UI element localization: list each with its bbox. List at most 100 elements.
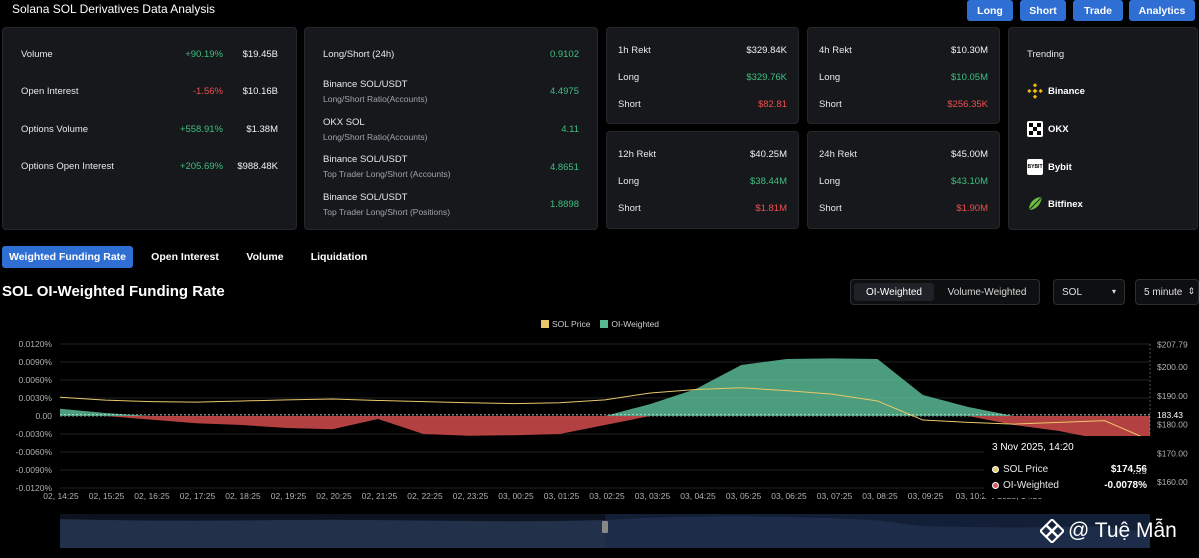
tooltip-date: 3 Nov 2025, 14:20 <box>992 442 1074 453</box>
tab-open-interest[interactable]: Open Interest <box>151 251 219 263</box>
trending-label: OKX <box>1048 123 1069 135</box>
tooltip-oi-value: -0.0078% <box>1104 480 1147 491</box>
stat-value: $10.16B <box>242 86 278 97</box>
rekt-card-24h: 24h Rekt $45.00M Long $43.10M Short $1.9… <box>807 131 1000 229</box>
rekt-short: $256.35K <box>947 99 988 110</box>
x-tick-label: 03, 08:25 <box>862 491 898 501</box>
rekt-total: $40.25M <box>750 149 787 160</box>
legend-item-price[interactable]: SOL Price <box>541 319 590 329</box>
rekt-short-label: Short <box>819 99 842 110</box>
rekt-card-12h: 12h Rekt $40.25M Long $38.44M Short $1.8… <box>606 131 799 229</box>
y-left-tick-label: -0.0120% <box>16 483 53 493</box>
stat-value: $988.48K <box>237 161 278 172</box>
rekt-total: $10.30M <box>951 45 988 56</box>
stat-change: +90.19% <box>185 49 223 60</box>
y-left-tick-label: 0.0060% <box>18 375 52 385</box>
y-left-tick-label: 0.0030% <box>18 393 52 403</box>
trending-item-okx[interactable]: OKX <box>1027 121 1069 137</box>
short-button[interactable]: Short <box>1020 0 1066 21</box>
rekt-short: $1.90M <box>956 203 988 214</box>
price-dot-icon <box>992 466 999 473</box>
stat-change: -1.56% <box>192 86 223 97</box>
rekt-long: $38.44M <box>750 176 787 187</box>
navigator-selection <box>605 514 1150 548</box>
ratio-value: 0.9102 <box>549 49 579 60</box>
chart-tooltip: 3 Nov 2025, 14:20 SOL Price $174.56 OI-W… <box>984 436 1154 498</box>
y-left-tick-label: 0.00 <box>35 411 52 421</box>
price-swatch <box>541 320 549 328</box>
trending-card: Trending Binance OKX BYBIT Bybit Bitfine… <box>1008 27 1198 230</box>
symbol-select[interactable]: SOL ▾ <box>1053 279 1125 305</box>
x-tick-label: 03, 03:25 <box>635 491 671 501</box>
y-left-tick-label: -0.0030% <box>16 429 53 439</box>
oi-weighted-option[interactable]: OI-Weighted <box>854 283 934 301</box>
tab-weighted-funding-rate[interactable]: Weighted Funding Rate <box>2 246 133 268</box>
y-left-tick-label: 0.0090% <box>18 357 52 367</box>
x-tick-label: 02, 21:25 <box>362 491 398 501</box>
trending-label: Bybit <box>1048 161 1072 173</box>
tooltip-oi-row: OI-Weighted -0.0078% <box>992 480 1147 491</box>
x-tick-label: 03, 10:2 <box>956 491 987 501</box>
x-tick-label: 02, 20:25 <box>316 491 352 501</box>
bitfinex-icon <box>1027 196 1043 212</box>
trade-button[interactable]: Trade <box>1073 0 1123 21</box>
trending-item-bitfinex[interactable]: Bitfinex <box>1027 196 1083 212</box>
weighting-toggle: OI-Weighted Volume-Weighted <box>850 279 1040 305</box>
tab-volume[interactable]: Volume <box>246 251 284 263</box>
rekt-long: $10.05M <box>951 72 988 83</box>
okx-icon <box>1027 121 1043 137</box>
long-button[interactable]: Long <box>967 0 1013 21</box>
tab-liquidation[interactable]: Liquidation <box>310 251 368 263</box>
x-tick-label: 03, 00:25 <box>498 491 534 501</box>
interval-select[interactable]: 5 minute ⇕ <box>1135 279 1199 305</box>
x-tick-label: 02, 14:25 <box>43 491 79 501</box>
trending-item-binance[interactable]: Binance <box>1027 83 1085 99</box>
volume-weighted-option[interactable]: Volume-Weighted <box>947 286 1027 298</box>
stat-change: +558.91% <box>179 124 223 135</box>
rekt-title: 12h Rekt <box>618 149 657 160</box>
x-tick-label: 02, 16:25 <box>134 491 170 501</box>
trending-item-bybit[interactable]: BYBIT Bybit <box>1027 159 1072 175</box>
funding-rate-chart[interactable]: 0.0120% 0.0090% 0.0060% 0.0030% 0.00 -0.0030%… <box>0 330 1199 558</box>
legend-item-oi[interactable]: OI-Weighted <box>600 319 659 329</box>
rekt-title: 24h Rekt <box>819 149 858 160</box>
rekt-long-label: Long <box>819 72 841 83</box>
rekt-long: $329.76K <box>746 72 787 83</box>
y-right-tick-label: $180.00 <box>1157 420 1188 430</box>
bybit-icon: BYBIT <box>1027 159 1043 175</box>
ratio-value: 4.8651 <box>549 162 579 173</box>
tooltip-price-value: $174.56 <box>1110 464 1147 475</box>
y-right-tick-label: $207.79 <box>1157 340 1188 350</box>
stat-value: $1.38M <box>246 124 278 135</box>
y-right-tick-label: $190.00 <box>1157 391 1188 401</box>
x-tick-label: 03, 06:25 <box>771 491 807 501</box>
x-tick-label: 02, 23:25 <box>453 491 489 501</box>
analytics-button[interactable]: Analytics <box>1129 0 1195 21</box>
y-left-tick-label: 0.0120% <box>18 339 52 349</box>
y-left-tick-label: -0.0090% <box>16 465 53 475</box>
ratio-sub: Top Trader Long/Short (Accounts) <box>323 169 451 179</box>
rekt-total: $45.00M <box>951 149 988 160</box>
rekt-title: 1h Rekt <box>618 45 651 56</box>
x-tick-label: 02, 17:25 <box>180 491 216 501</box>
y-right-tick-label: 183.43 <box>1157 410 1183 420</box>
rekt-long-label: Long <box>618 176 640 187</box>
diamond-logo-icon <box>1040 519 1064 543</box>
rekt-total: $329.84K <box>746 45 787 56</box>
rekt-long-label: Long <box>819 176 841 187</box>
tooltip-oi-label: OI-Weighted <box>1003 480 1059 491</box>
rekt-title: 4h Rekt <box>819 45 852 56</box>
oi-weighted-negative-area <box>60 416 1150 463</box>
rekt-card-4h: 4h Rekt $10.30M Long $10.05M Short $256.… <box>807 27 1000 124</box>
ratio-label: Binance SOL/USDT <box>323 154 408 165</box>
ratio-sub: Long/Short Ratio(Accounts) <box>323 94 428 104</box>
rekt-card-1h: 1h Rekt $329.84K Long $329.76K Short $82… <box>606 27 799 124</box>
x-tick-label: 03, 01:25 <box>544 491 580 501</box>
y-left-tick-label: -0.0060% <box>16 447 53 457</box>
page-title: Solana SOL Derivatives Data Analysis <box>12 2 215 16</box>
ratio-label: Long/Short (24h) <box>323 49 395 60</box>
stat-label: Options Volume <box>21 124 89 135</box>
ratio-sub: Long/Short Ratio(Accounts) <box>323 132 428 142</box>
rekt-long-label: Long <box>618 72 640 83</box>
chart-legend: SOL Price OI-Weighted <box>541 319 659 329</box>
